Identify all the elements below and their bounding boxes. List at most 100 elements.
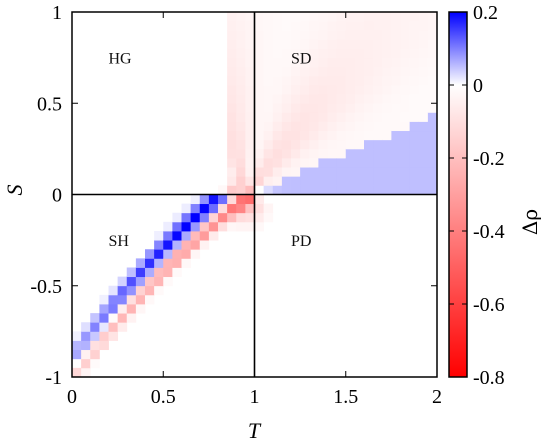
heatmap-cell [245,139,255,150]
heatmap-cell [300,185,310,195]
heatmap-cell [354,158,365,168]
heatmap-cell [336,158,347,168]
heatmap-cell [236,85,246,95]
heatmap-cell [227,21,237,31]
heatmap-cell [117,285,128,296]
heatmap-cell [281,75,292,86]
heatmap-cell [99,322,109,332]
heatmap-cell [81,340,91,351]
heatmap-cell [382,158,392,168]
heatmap-cell [418,39,429,49]
heatmap-cell [254,103,265,113]
heatmap-cell [208,194,219,205]
heatmap-cell [364,12,374,22]
heatmap-cell [281,176,292,186]
heatmap-cell [245,94,255,104]
heatmap-cell [236,57,246,68]
heatmap-cell [400,12,411,22]
heatmap-cell [427,167,437,177]
heatmap-cell [391,48,401,59]
heatmap-cell [427,158,437,168]
heatmap-cell [318,12,328,22]
heatmap-cell [354,148,365,159]
heatmap-cell [300,167,310,177]
heatmap-cell [291,30,301,40]
heatmap-cell [400,85,411,95]
heatmap-cell [400,167,411,177]
heatmap-cell [309,48,319,59]
heatmap-cell [245,221,255,232]
heatmap-cell [81,358,91,369]
heatmap-cell [373,12,383,22]
heatmap-cell [272,21,283,31]
heatmap-cell [181,212,192,223]
heatmap-cell [236,148,246,159]
heatmap-cell [263,66,274,77]
heatmap-cell [108,313,119,323]
heatmap-cell [318,21,328,31]
heatmap-cell [373,130,383,141]
heatmap-cell [236,48,246,59]
heatmap-cell [318,85,328,95]
heatmap-cell [391,30,401,40]
heatmap-cell [409,12,420,22]
heatmap-cell [245,12,255,22]
heatmap-cell [145,258,155,268]
heatmap-cell [227,112,237,122]
heatmap-cell [382,130,392,141]
heatmap-cell [263,167,274,177]
heatmap-cell [373,158,383,168]
heatmap-cell [81,367,91,377]
heatmap-cell [263,130,274,141]
heatmap-cell [336,39,347,49]
heatmap-cell [245,39,255,49]
heatmap-cell [354,167,365,177]
heatmap-cell [309,57,319,68]
heatmap-cell [418,66,429,77]
heatmap-cell [318,148,328,159]
heatmap-cell [327,12,338,22]
heatmap-cell [354,75,365,86]
heatmap-cell [227,158,237,168]
heatmap-cell [72,367,82,377]
heatmap-cell [272,66,283,77]
heatmap-cell [172,212,182,223]
heatmap-cell [327,139,338,150]
heatmap-cell [254,30,265,40]
heatmap-cell [199,212,210,223]
heatmap-cell [254,121,265,132]
heatmap-cell [300,176,310,186]
heatmap-cell [72,349,82,360]
heatmap-cell [309,167,319,177]
heatmap-cell [318,66,328,77]
heatmap-cells [72,12,437,377]
heatmap-cell [336,139,347,150]
heatmap-cell [172,249,182,259]
heatmap-cell [345,12,356,22]
heatmap-cell [281,66,292,77]
heatmap-cell [364,167,374,177]
heatmap-cell [318,112,328,122]
heatmap-cell [427,85,437,95]
heatmap-cell [427,30,437,40]
heatmap-cell [263,158,274,168]
heatmap-cell [263,85,274,95]
heatmap-cell [227,130,237,141]
heatmap-cell [263,30,274,40]
heatmap-cell [400,103,411,113]
heatmap-cell [345,167,356,177]
colorbar-gradient [448,11,468,378]
heatmap-cell [373,39,383,49]
heatmap-cell [382,176,392,186]
colorbar-tick-label: -0.4 [473,221,505,243]
heatmap-cell [373,185,383,195]
heatmap-cell [145,276,155,287]
heatmap-cell [382,103,392,113]
heatmap-cell [172,258,182,268]
heatmap-cell [281,148,292,159]
heatmap-cell [263,57,274,68]
x-tick-label: 1 [250,386,260,408]
heatmap-cell [354,176,365,186]
heatmap-cell [354,57,365,68]
heatmap-cell [409,30,420,40]
